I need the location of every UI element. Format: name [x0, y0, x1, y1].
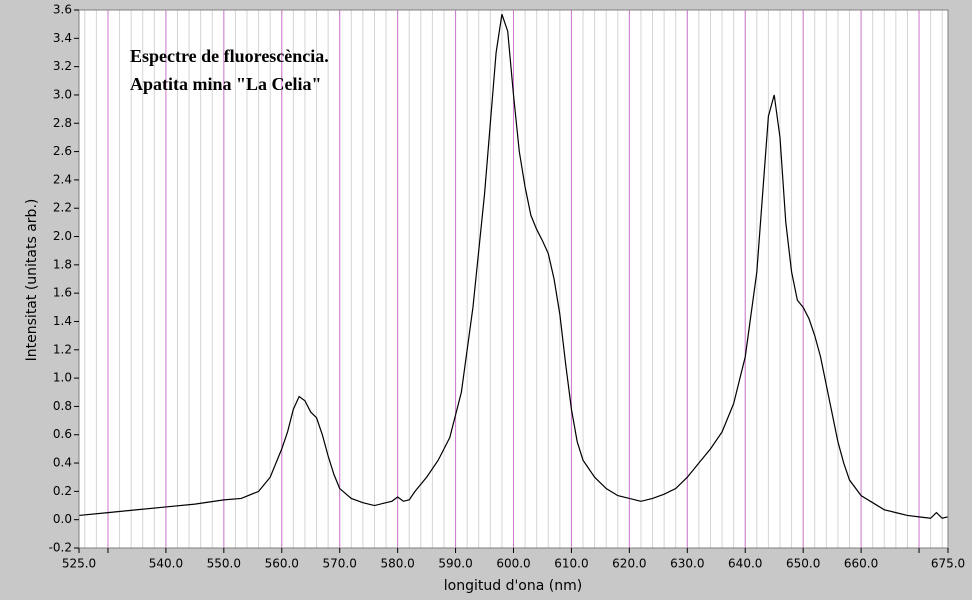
x-tick-label: 640.0 [728, 557, 762, 571]
y-tick-label: -0.2 [49, 541, 72, 555]
y-tick-label: 0.6 [53, 427, 72, 441]
x-tick-label: 525.0 [62, 557, 96, 571]
spectrum-line [78, 14, 949, 519]
y-tick-label: 2.6 [53, 144, 72, 158]
y-tick-label: 1.0 [53, 371, 72, 385]
x-axis-label: longitud d'ona (nm) [444, 578, 582, 594]
annotation: Espectre de fluorescència. [130, 46, 329, 66]
y-tick-label: 1.2 [53, 342, 72, 356]
y-tick-label: 0.2 [53, 484, 72, 498]
x-tick-label: 540.0 [149, 557, 183, 571]
x-tick-label: 660.0 [844, 557, 878, 571]
y-axis-label: Intensitat (unitats arb.) [24, 199, 40, 362]
y-tick-label: 1.8 [53, 257, 72, 271]
y-tick-label: 3.2 [53, 59, 72, 73]
y-tick-label: 2.4 [53, 172, 72, 186]
x-tick-label: 630.0 [670, 557, 704, 571]
y-tick-label: 1.4 [53, 314, 72, 328]
y-tick-label: 0.0 [53, 512, 72, 526]
y-tick-label: 3.0 [53, 87, 72, 101]
x-tick-label: 560.0 [265, 557, 299, 571]
x-tick-label: 675.0 [931, 557, 965, 571]
x-tick-label: 590.0 [438, 557, 472, 571]
y-tick-label: 2.0 [53, 229, 72, 243]
x-tick-label: 550.0 [207, 557, 241, 571]
y-tick-label: 3.4 [53, 31, 72, 45]
y-tick-label: 0.4 [53, 456, 72, 470]
annotation: Apatita mina "La Celia" [130, 74, 322, 94]
x-tick-label: 620.0 [612, 557, 646, 571]
x-tick-label: 610.0 [554, 557, 588, 571]
x-tick-label: 570.0 [323, 557, 357, 571]
y-tick-label: 3.6 [53, 3, 72, 17]
x-tick-label: 650.0 [786, 557, 820, 571]
y-tick-label: 2.2 [53, 201, 72, 215]
y-tick-label: 0.8 [53, 399, 72, 413]
y-tick-label: 1.6 [53, 286, 72, 300]
x-tick-label: 600.0 [496, 557, 530, 571]
x-tick-label: 580.0 [380, 557, 414, 571]
y-tick-label: 2.8 [53, 116, 72, 130]
